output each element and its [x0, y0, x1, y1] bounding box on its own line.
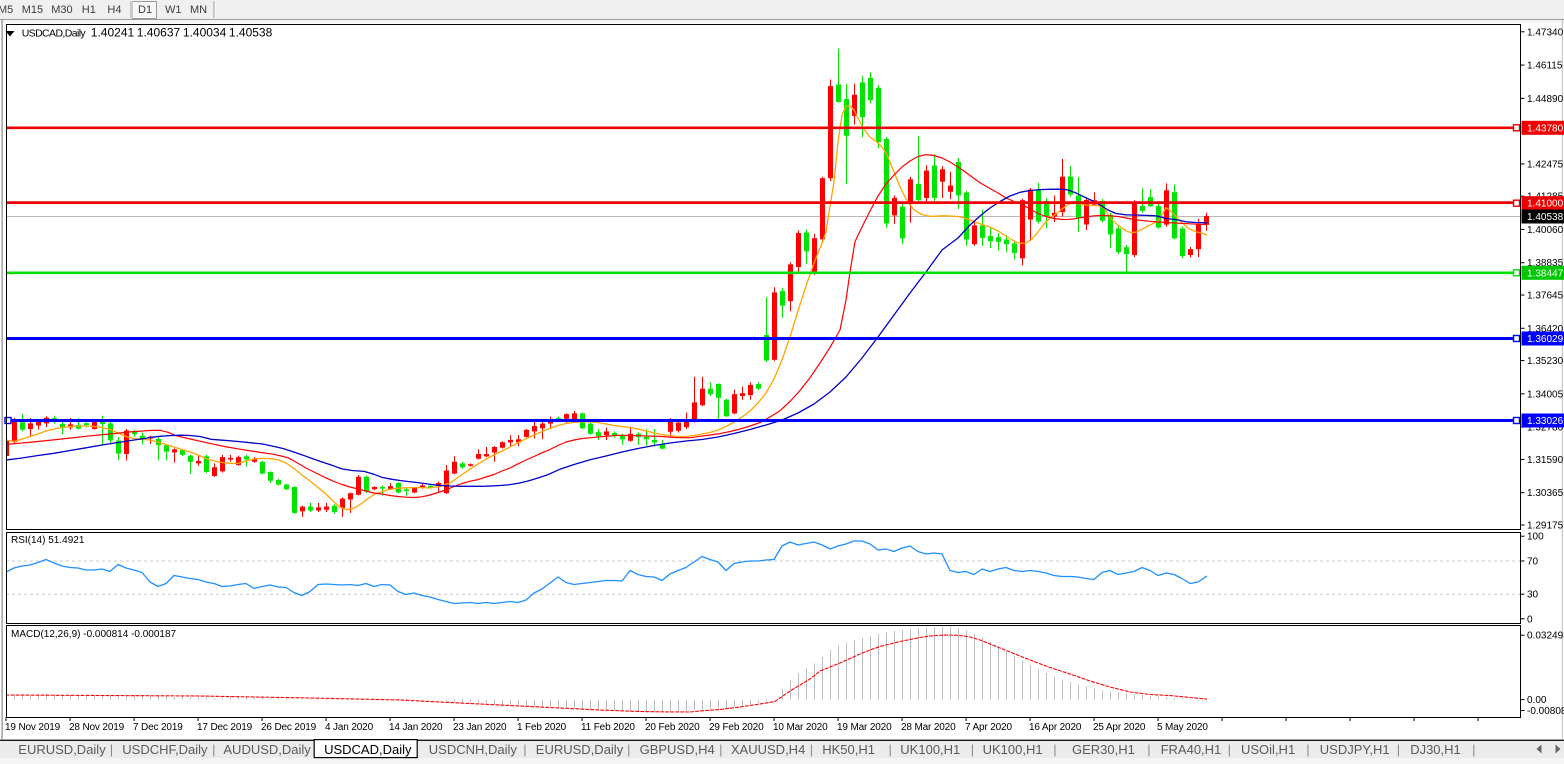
svg-text:1.40060: 1.40060 [1527, 225, 1564, 236]
svg-text:7 Apr 2020: 7 Apr 2020 [965, 722, 1012, 733]
svg-text:1.34005: 1.34005 [1527, 389, 1564, 400]
svg-text:EURUSD,Daily: EURUSD,Daily [18, 742, 106, 757]
svg-text:GBPUSD,H4: GBPUSD,H4 [640, 742, 715, 757]
svg-text:UK100,H1: UK100,H1 [983, 742, 1043, 757]
svg-text:1.37645: 1.37645 [1527, 291, 1564, 302]
svg-text:H1: H1 [82, 4, 96, 16]
svg-text:D1: D1 [138, 4, 152, 16]
svg-text:FRA40,H1: FRA40,H1 [1161, 742, 1222, 757]
svg-text:1.30365: 1.30365 [1527, 488, 1564, 499]
svg-text:1.32780: 1.32780 [1527, 423, 1564, 434]
svg-text:|: | [971, 742, 974, 757]
svg-text:0.00: 0.00 [1527, 695, 1547, 706]
svg-text:0: 0 [1527, 614, 1533, 625]
svg-text:20 Feb 2020: 20 Feb 2020 [645, 722, 700, 733]
svg-text:1.38835: 1.38835 [1527, 258, 1564, 269]
svg-text:DJ30,H1: DJ30,H1 [1410, 742, 1461, 757]
svg-text:1 Feb 2020: 1 Feb 2020 [517, 722, 567, 733]
svg-text:1.31590: 1.31590 [1527, 455, 1564, 466]
svg-text:10 Mar 2020: 10 Mar 2020 [773, 722, 828, 733]
svg-text:1.33026: 1.33026 [1527, 416, 1564, 427]
svg-text:19 Mar 2020: 19 Mar 2020 [837, 722, 892, 733]
svg-text:USOil,H1: USOil,H1 [1241, 742, 1295, 757]
svg-text:1.40637: 1.40637 [137, 26, 181, 40]
svg-text:|: | [1147, 742, 1150, 757]
svg-text:29 Feb 2020: 29 Feb 2020 [709, 722, 764, 733]
svg-text:1.29175: 1.29175 [1527, 520, 1564, 531]
svg-text:100: 100 [1527, 532, 1544, 543]
svg-text:1.47340: 1.47340 [1527, 27, 1564, 38]
svg-text:5 May 2020: 5 May 2020 [1157, 722, 1208, 733]
svg-text:1.35230: 1.35230 [1527, 356, 1564, 367]
svg-text:4 Jan 2020: 4 Jan 2020 [325, 722, 374, 733]
svg-text:19 Nov 2019: 19 Nov 2019 [5, 722, 61, 733]
svg-text:14 Jan 2020: 14 Jan 2020 [389, 722, 443, 733]
svg-text:GER30,H1: GER30,H1 [1072, 742, 1135, 757]
svg-text:7 Dec 2019: 7 Dec 2019 [133, 722, 183, 733]
svg-text:W1: W1 [165, 4, 182, 16]
svg-text:|: | [1053, 742, 1056, 757]
svg-text:11 Feb 2020: 11 Feb 2020 [581, 722, 635, 733]
svg-text:17 Dec 2019: 17 Dec 2019 [197, 722, 253, 733]
svg-text:1.40538: 1.40538 [229, 26, 273, 40]
svg-text:AUDUSD,Daily: AUDUSD,Daily [223, 742, 311, 757]
svg-text:USDJPY,H1: USDJPY,H1 [1320, 742, 1390, 757]
svg-text:MN: MN [190, 4, 207, 16]
svg-text:70: 70 [1527, 557, 1539, 568]
svg-text:25 Apr 2020: 25 Apr 2020 [1093, 722, 1146, 733]
svg-text:1.40538: 1.40538 [1527, 212, 1564, 223]
svg-text:1.44890: 1.44890 [1527, 94, 1564, 105]
svg-text:|: | [719, 742, 722, 757]
svg-text:0.032493: 0.032493 [1527, 631, 1564, 642]
svg-text:H4: H4 [107, 4, 121, 16]
svg-text:28 Nov 2019: 28 Nov 2019 [69, 722, 125, 733]
svg-text:1.43780: 1.43780 [1527, 123, 1564, 134]
svg-text:1.42475: 1.42475 [1527, 159, 1564, 170]
svg-text:M15: M15 [22, 4, 43, 16]
svg-text:M5: M5 [0, 4, 13, 16]
svg-text:MACD(12,26,9) -0.000814 -0.000: MACD(12,26,9) -0.000814 -0.000187 [11, 629, 177, 640]
svg-text:USDCNH,Daily: USDCNH,Daily [429, 742, 518, 757]
svg-text:HK50,H1: HK50,H1 [822, 742, 875, 757]
svg-text:|: | [1472, 742, 1475, 757]
svg-text:26 Dec 2019: 26 Dec 2019 [261, 722, 317, 733]
svg-text:|: | [523, 742, 526, 757]
svg-text:|: | [627, 742, 630, 757]
svg-text:1.36029: 1.36029 [1527, 334, 1564, 345]
svg-text:M30: M30 [51, 4, 72, 16]
svg-text:|: | [110, 742, 113, 757]
svg-text:|: | [212, 742, 215, 757]
svg-text:30: 30 [1527, 590, 1539, 601]
svg-text:USDCHF,Daily: USDCHF,Daily [122, 742, 208, 757]
svg-text:USDCAD,Daily: USDCAD,Daily [22, 28, 87, 40]
svg-text:|: | [889, 742, 892, 757]
svg-text:|: | [810, 742, 813, 757]
svg-text:1.46115: 1.46115 [1527, 61, 1563, 72]
svg-text:UK100,H1: UK100,H1 [900, 742, 960, 757]
svg-text:-0.008086: -0.008086 [1527, 706, 1564, 717]
svg-text:|: | [1306, 742, 1309, 757]
svg-text:USDCAD,Daily: USDCAD,Daily [324, 742, 412, 757]
svg-text:1.36420: 1.36420 [1527, 324, 1564, 335]
svg-text:16 Apr 2020: 16 Apr 2020 [1029, 722, 1082, 733]
svg-text:|: | [1397, 742, 1400, 757]
svg-text:1.40241: 1.40241 [91, 26, 135, 40]
svg-text:RSI(14) 51.4921: RSI(14) 51.4921 [11, 535, 85, 546]
svg-text:|: | [1228, 742, 1231, 757]
svg-text:1.38447: 1.38447 [1527, 268, 1564, 279]
svg-text:1.40034: 1.40034 [183, 26, 227, 40]
svg-text:XAUUSD,H4: XAUUSD,H4 [731, 742, 805, 757]
svg-text:EURUSD,Daily: EURUSD,Daily [536, 742, 624, 757]
svg-text:23 Jan 2020: 23 Jan 2020 [453, 722, 507, 733]
svg-text:28 Mar 2020: 28 Mar 2020 [901, 722, 956, 733]
svg-text:1.41000: 1.41000 [1527, 199, 1564, 210]
